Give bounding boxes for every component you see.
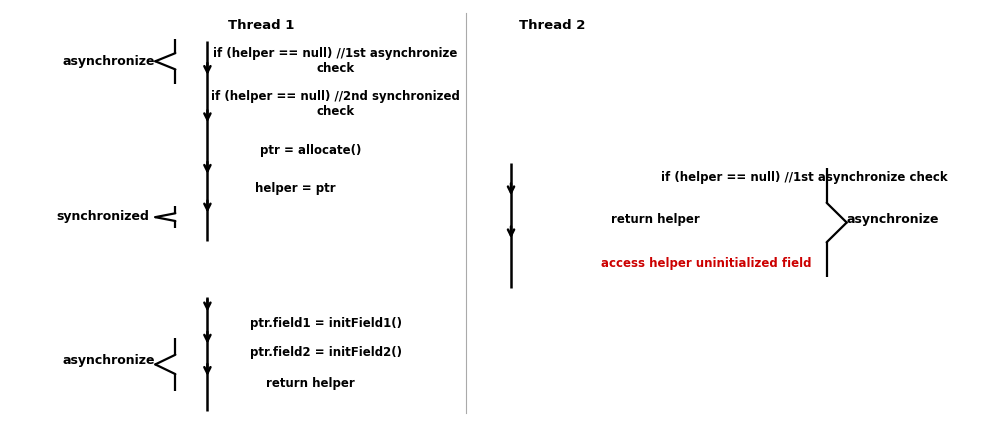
Text: asynchronize: asynchronize: [63, 55, 155, 68]
Text: ptr.field2 = initField2(): ptr.field2 = initField2(): [249, 346, 402, 359]
Text: Thread 1: Thread 1: [228, 19, 295, 32]
Text: access helper uninitialized field: access helper uninitialized field: [601, 257, 812, 270]
Text: asynchronize: asynchronize: [63, 354, 155, 367]
Text: Thread 2: Thread 2: [519, 19, 585, 32]
Text: if (helper == null) //1st asynchronize
check: if (helper == null) //1st asynchronize c…: [213, 47, 458, 75]
Text: ptr.field1 = initField1(): ptr.field1 = initField1(): [249, 317, 402, 330]
Text: synchronized: synchronized: [56, 210, 149, 223]
Text: asynchronize: asynchronize: [847, 213, 939, 226]
Text: ptr = allocate(): ptr = allocate(): [260, 144, 362, 157]
Text: return helper: return helper: [267, 377, 355, 390]
Text: if (helper == null) //2nd synchronized
check: if (helper == null) //2nd synchronized c…: [211, 90, 460, 118]
Text: return helper: return helper: [611, 213, 700, 226]
Text: if (helper == null) //1st asynchronize check: if (helper == null) //1st asynchronize c…: [661, 171, 948, 184]
Text: helper = ptr: helper = ptr: [256, 182, 336, 195]
